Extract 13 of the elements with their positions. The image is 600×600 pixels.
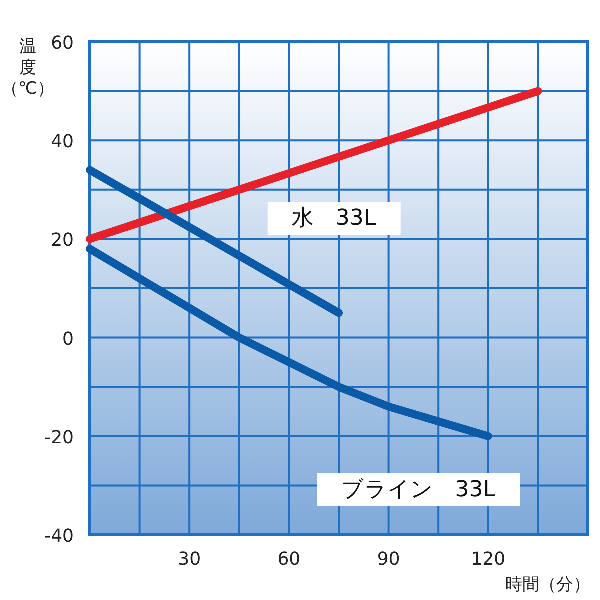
x-tick-label: 120 — [471, 549, 506, 570]
x-tick-label: 90 — [377, 549, 400, 570]
y-tick-label: 0 — [62, 328, 74, 350]
y-tick-label: 60 — [51, 33, 74, 54]
y-tick-label: 40 — [51, 132, 74, 153]
y-tick-label: -20 — [44, 427, 74, 448]
text: 水 33L — [292, 206, 377, 232]
x-tick-label: 30 — [178, 549, 202, 570]
x-axis-title: 時間（分） — [506, 575, 590, 595]
x-tick-label: 60 — [278, 549, 301, 570]
series-label: ブライン 33L — [341, 477, 496, 502]
y-tick-label: -40 — [44, 526, 74, 547]
y-tick-label: 20 — [51, 230, 74, 252]
